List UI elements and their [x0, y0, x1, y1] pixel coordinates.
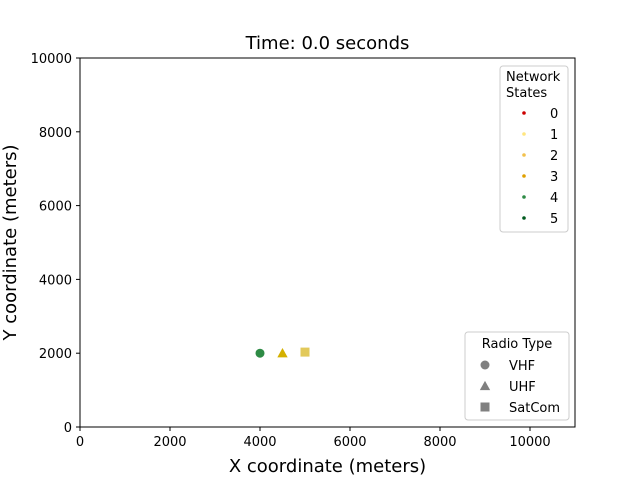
- legend-marker: [522, 111, 526, 115]
- legend-marker: [522, 153, 526, 157]
- legend-entry-label: UHF: [509, 380, 536, 395]
- x-tick-label: 2000: [153, 435, 186, 450]
- legend-marker: [522, 174, 526, 178]
- legend-title-line-2: States: [506, 86, 547, 101]
- legend-entry-label: 4: [550, 191, 558, 206]
- y-tick-label: 8000: [39, 126, 72, 141]
- legend-entry-label: 2: [550, 149, 558, 164]
- plot-frame: [79, 57, 576, 428]
- y-axis: 0 2000 4000 6000 8000 10000: [31, 52, 80, 436]
- legend-entry-label: 1: [550, 128, 558, 143]
- data-point-uhf: [277, 348, 288, 358]
- legend-title-line-1: Network: [506, 70, 561, 85]
- legend-entry-label: VHF: [509, 359, 535, 374]
- chart-title: Time: 0.0 seconds: [245, 33, 410, 54]
- x-tick-label: 8000: [423, 435, 456, 450]
- legend-entry-label: 5: [550, 212, 558, 227]
- legend-entry-label: SatCom: [509, 401, 560, 416]
- x-tick-label: 0: [76, 435, 84, 450]
- legend-marker-triangle: [479, 380, 491, 391]
- legend-marker-square: [480, 402, 490, 412]
- y-tick-label: 6000: [39, 200, 72, 215]
- x-axis-label: X coordinate (meters): [229, 456, 426, 477]
- legend-entry-label: 0: [550, 107, 558, 122]
- legend-entry-label: 3: [550, 170, 558, 185]
- data-points: [255, 347, 310, 358]
- x-axis: 0 2000 4000 6000 8000 10000: [76, 427, 551, 450]
- x-tick-label: 4000: [243, 435, 276, 450]
- y-axis-label: Y coordinate (meters): [0, 144, 21, 341]
- legend-frame: [499, 65, 569, 233]
- network-states-legend: Network States 0 1 2 3 4 5: [499, 65, 569, 233]
- legend-frame: [464, 331, 570, 421]
- y-tick-label: 2000: [39, 347, 72, 362]
- y-tick-label: 10000: [31, 52, 72, 67]
- plot-area: [79, 57, 576, 428]
- x-tick-label: 10000: [509, 435, 550, 450]
- y-tick-label: 0: [64, 421, 72, 436]
- x-tick-label: 6000: [333, 435, 366, 450]
- legend-marker: [522, 195, 526, 199]
- y-tick-label: 4000: [39, 273, 72, 288]
- data-point-satcom: [300, 347, 310, 357]
- legend-title: Radio Type: [482, 337, 553, 352]
- legend-marker: [522, 132, 526, 136]
- legend-marker-circle: [480, 360, 490, 370]
- radio-type-legend: Radio Type VHF UHF SatCom: [464, 331, 570, 421]
- legend-marker: [522, 216, 526, 220]
- data-point-vhf: [255, 348, 265, 358]
